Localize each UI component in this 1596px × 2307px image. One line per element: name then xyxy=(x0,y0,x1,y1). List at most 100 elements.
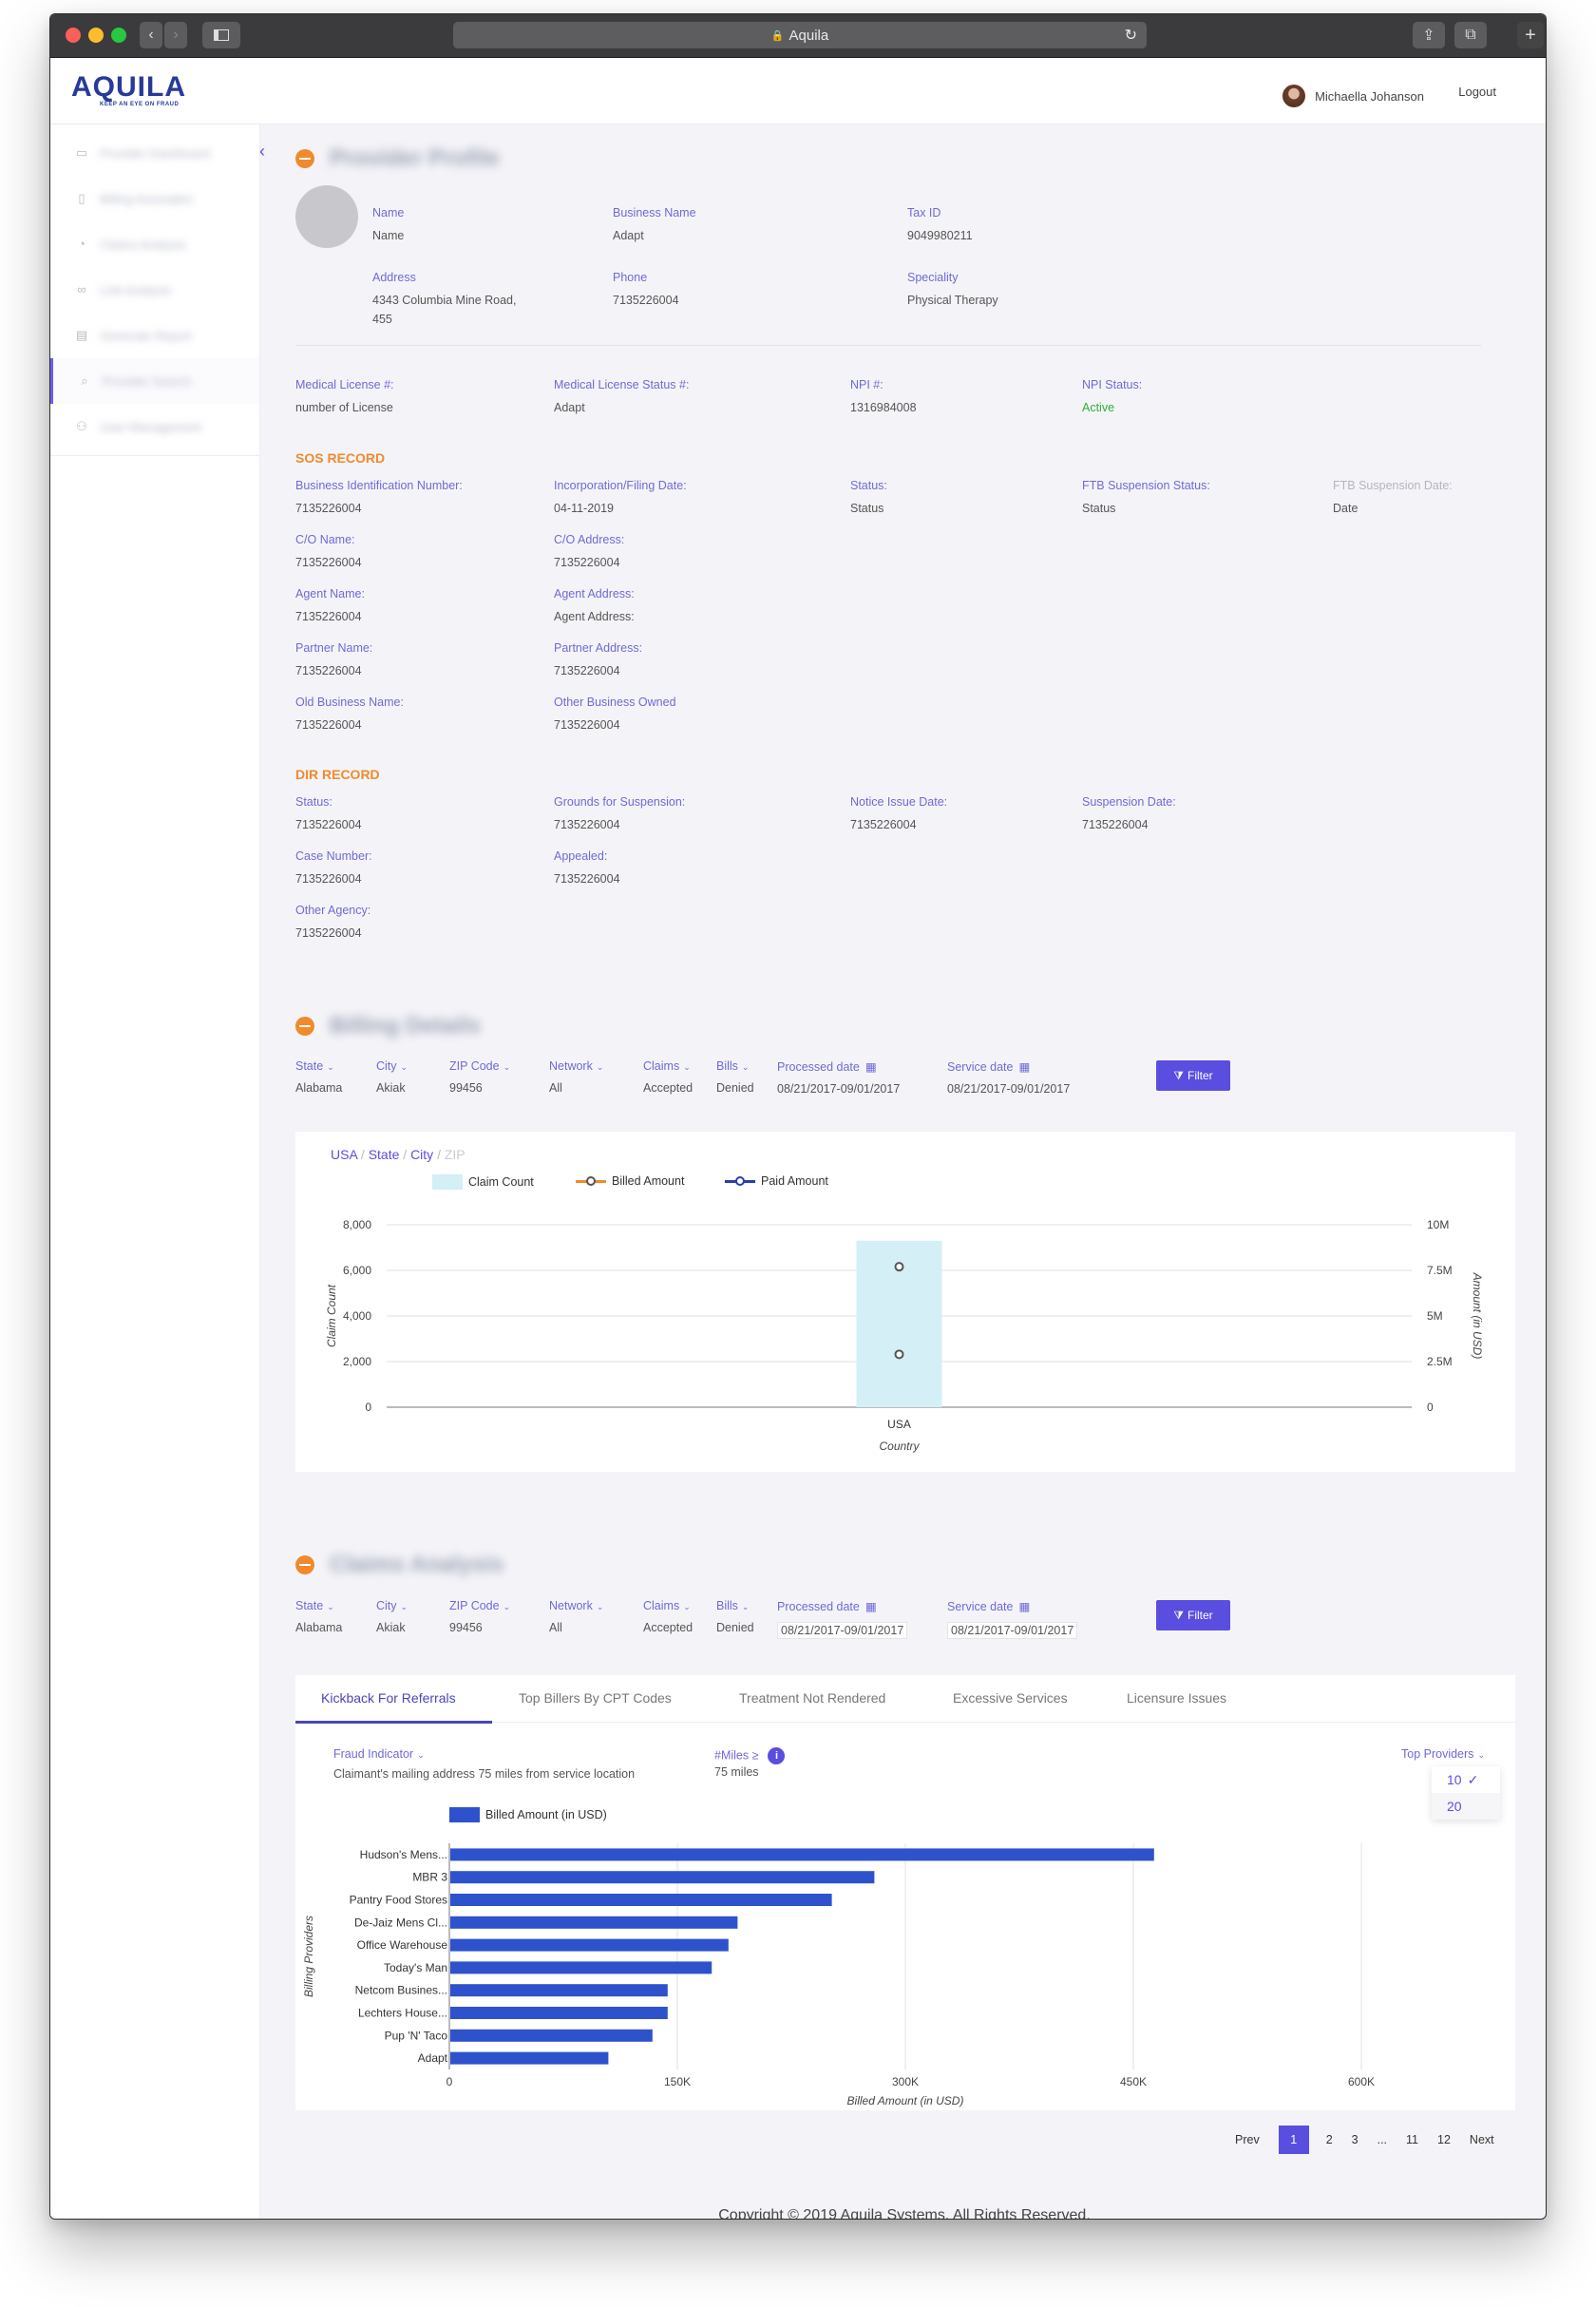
tab-treatment-not-rendered[interactable]: Treatment Not Rendered xyxy=(739,1690,886,1706)
tab-licensure-issues[interactable]: Licensure Issues xyxy=(1127,1690,1227,1706)
next-page-button[interactable]: Next xyxy=(1469,2133,1494,2146)
app-header: AQUILA KEEP AN EYE ON FRAUD Michaella Jo… xyxy=(50,58,1546,124)
filter-icon: ⧩ xyxy=(1173,1068,1185,1082)
processed-date-filter[interactable]: Processed date ▦ 08/21/2017-09/01/2017 xyxy=(777,1059,900,1096)
logo[interactable]: AQUILA KEEP AN EYE ON FRAUD xyxy=(71,73,186,108)
collapse-section-icon[interactable] xyxy=(295,1017,314,1036)
license-status-field: Medical License Status #: Adapt xyxy=(554,378,689,416)
service-date-filter[interactable]: Service date ▦ 08/21/2017-09/01/2017 xyxy=(947,1599,1078,1639)
state-filter[interactable]: State ⌄ Alabama xyxy=(295,1059,342,1095)
bills-filter[interactable]: Bills ⌄ Denied xyxy=(716,1599,754,1634)
processed-date-input[interactable]: 08/21/2017-09/01/2017 xyxy=(777,1622,908,1639)
legend-label: Claim Count xyxy=(468,1175,534,1189)
sidebar-item-provider-dashboard[interactable]: ▭ Provider Dashboard xyxy=(50,130,259,176)
field-value: 7135226004 xyxy=(295,502,362,515)
chevron-down-icon: ⌄ xyxy=(503,1062,511,1072)
page-ellipsis: ... xyxy=(1377,2133,1388,2146)
filter-button[interactable]: ⧩ Filter xyxy=(1156,1600,1230,1630)
dir-field: Status: 7135226004 xyxy=(295,795,362,833)
calendar-icon: ▦ xyxy=(1018,1060,1031,1074)
page-2-button[interactable]: 2 xyxy=(1325,2133,1333,2146)
zip-filter[interactable]: ZIP Code ⌄ 99456 xyxy=(449,1599,510,1634)
forward-button[interactable]: › xyxy=(164,22,187,48)
option-20[interactable]: 20 xyxy=(1432,1793,1500,1820)
dir-field: Case Number: 7135226004 xyxy=(295,849,372,887)
tab-kickback[interactable]: Kickback For Referrals xyxy=(321,1690,456,1706)
city-filter[interactable]: City ⌄ Akiak xyxy=(376,1599,408,1634)
service-date-input[interactable]: 08/21/2017-09/01/2017 xyxy=(947,1622,1078,1639)
filter-label: Bills xyxy=(716,1599,738,1612)
close-window-button[interactable] xyxy=(66,28,81,43)
address-bar[interactable]: 🔒 Aquila ↻ xyxy=(453,22,1147,48)
fraud-indicator[interactable]: Fraud Indicator ⌄ Claimant's mailing addre… xyxy=(333,1747,635,1783)
bills-filter[interactable]: Bills ⌄ Denied xyxy=(716,1059,754,1095)
service-date-filter[interactable]: Service date ▦ 08/21/2017-09/01/2017 xyxy=(947,1059,1070,1096)
tab-top-billers[interactable]: Top Billers By CPT Codes xyxy=(519,1690,672,1706)
processed-date-filter[interactable]: Processed date ▦ 08/21/2017-09/01/2017 xyxy=(777,1599,908,1639)
page-12-button[interactable]: 12 xyxy=(1437,2133,1451,2146)
prev-page-button[interactable]: Prev xyxy=(1235,2133,1260,2146)
section-title: Provider Profile xyxy=(330,145,500,171)
collapse-section-icon[interactable] xyxy=(295,1555,314,1574)
city-filter[interactable]: City ⌄ Akiak xyxy=(376,1059,408,1095)
chevron-down-icon: ⌄ xyxy=(400,1602,408,1611)
billed-amount-chart: 0 150K 300K 450K 600K Hudson's Mens... MBR 3 Pa… xyxy=(302,1843,1375,2107)
provider-label: Lechters House... xyxy=(358,2007,447,2020)
info-icon[interactable]: i xyxy=(768,1747,786,1764)
sos-field: Business Identification Number: 713522600… xyxy=(295,479,463,517)
field-value: 7135226004 xyxy=(295,664,362,677)
claims-filter[interactable]: Claims ⌄ Accepted xyxy=(643,1059,693,1095)
copyright-text: Copyright © 2019 Aquila Systems. All Rig… xyxy=(718,2207,1091,2220)
billed-amount-bar xyxy=(450,2051,609,2065)
field-value: Adapt xyxy=(613,229,644,242)
zip-filter[interactable]: ZIP Code ⌄ 99456 xyxy=(449,1059,510,1095)
sidebar-item-user-management[interactable]: ⚇ User Management xyxy=(50,404,259,449)
sidebar-item-billing-anomalies[interactable]: ▯ Billing Anomalies xyxy=(50,176,259,221)
new-tab-button[interactable]: + xyxy=(1517,22,1544,48)
miles-label: #Miles ≥ xyxy=(714,1748,759,1763)
breadcrumb-usa[interactable]: USA xyxy=(331,1147,358,1162)
sidebar-item-provider-search[interactable]: ⌕ Provider Search xyxy=(50,358,259,404)
x-tick-label: 600K xyxy=(1348,2075,1375,2088)
collapse-sidebar-button[interactable]: ‹ xyxy=(259,140,275,162)
legend-billed-amount[interactable]: Billed Amount (in USD) xyxy=(449,1807,607,1822)
breadcrumb-state[interactable]: State xyxy=(368,1147,400,1162)
network-filter[interactable]: Network ⌄ All xyxy=(549,1599,603,1634)
collapse-section-icon[interactable] xyxy=(295,149,314,168)
page-11-button[interactable]: 11 xyxy=(1406,2133,1419,2146)
state-filter[interactable]: State ⌄ Alabama xyxy=(295,1599,342,1634)
field-value: Status xyxy=(850,502,884,515)
legend-line-icon xyxy=(725,1175,755,1186)
breadcrumb-city[interactable]: City xyxy=(410,1147,434,1162)
legend-claim-count[interactable]: Claim Count xyxy=(432,1174,534,1190)
reload-icon[interactable]: ↻ xyxy=(1124,28,1137,44)
page-3-button[interactable]: 3 xyxy=(1351,2133,1358,2146)
chevron-down-icon: ⌄ xyxy=(417,1750,425,1760)
legend-billed-amount[interactable]: Billed Amount xyxy=(576,1174,684,1188)
filter-value: Alabama xyxy=(295,1621,343,1634)
sidebar-item-link-analysis[interactable]: ∞ Link Analysis xyxy=(50,267,259,313)
tabs-button[interactable]: ⧉ xyxy=(1454,22,1487,48)
filter-button[interactable]: ⧩ Filter xyxy=(1156,1060,1230,1091)
tab-excessive-services[interactable]: Excessive Services xyxy=(953,1690,1068,1706)
filter-value: Alabama xyxy=(295,1081,343,1095)
top-providers-select[interactable]: Top Providers ⌄ xyxy=(1401,1747,1485,1769)
back-button[interactable]: ‹ xyxy=(140,22,162,48)
logout-link[interactable]: Logout xyxy=(1458,85,1496,99)
chevron-down-icon: ⌄ xyxy=(400,1062,408,1072)
user-menu[interactable]: Michaella Johanson xyxy=(1282,85,1424,107)
sidebar-item-claims-analysis[interactable]: ◔ Claims Analysis xyxy=(50,221,259,267)
legend-swatch xyxy=(449,1807,480,1822)
sidebar-item-generate-report[interactable]: ▤ Generate Report xyxy=(50,313,259,358)
maximize-window-button[interactable] xyxy=(111,28,126,43)
legend-paid-amount[interactable]: Paid Amount xyxy=(725,1174,828,1188)
sidebar-toggle-button[interactable] xyxy=(202,22,240,48)
legend-label: Paid Amount xyxy=(761,1174,828,1188)
profile-divider xyxy=(295,345,1481,346)
option-10[interactable]: 10 ✓ xyxy=(1432,1766,1500,1793)
network-filter[interactable]: Network ⌄ All xyxy=(549,1059,603,1095)
minimize-window-button[interactable] xyxy=(88,28,104,43)
share-button[interactable]: ⇪ xyxy=(1413,22,1445,48)
claims-filter[interactable]: Claims ⌄ Accepted xyxy=(643,1599,693,1634)
page-1-button[interactable]: 1 xyxy=(1278,2126,1309,2154)
